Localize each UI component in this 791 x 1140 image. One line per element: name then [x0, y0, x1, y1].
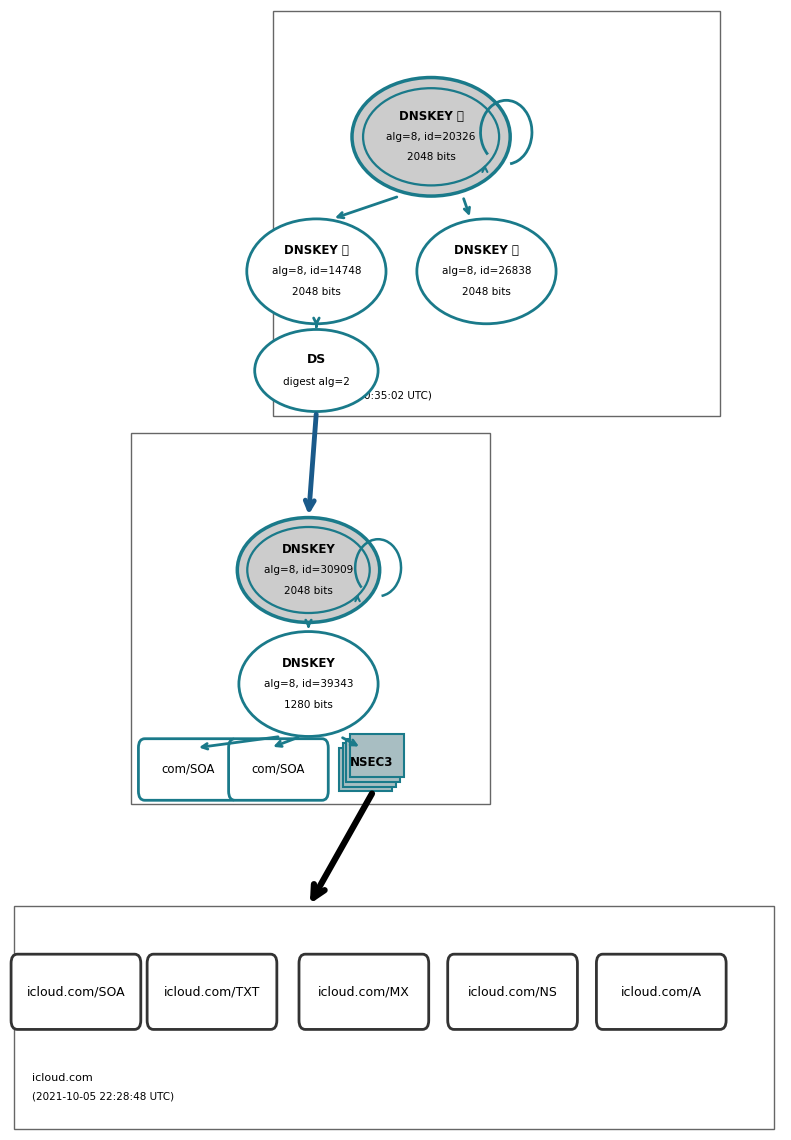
- FancyBboxPatch shape: [343, 743, 396, 787]
- Text: 1280 bits: 1280 bits: [284, 700, 333, 709]
- Text: 2048 bits: 2048 bits: [407, 153, 456, 162]
- FancyBboxPatch shape: [273, 11, 720, 416]
- FancyBboxPatch shape: [138, 739, 238, 800]
- FancyBboxPatch shape: [346, 739, 400, 782]
- Ellipse shape: [237, 518, 380, 622]
- Text: icloud.com/A: icloud.com/A: [621, 985, 702, 999]
- Ellipse shape: [352, 78, 510, 196]
- Text: alg=8, id=26838: alg=8, id=26838: [441, 267, 532, 276]
- Ellipse shape: [239, 632, 378, 736]
- Text: com: com: [148, 759, 172, 770]
- Text: alg=8, id=30909: alg=8, id=30909: [264, 565, 353, 575]
- Text: alg=8, id=14748: alg=8, id=14748: [271, 267, 361, 276]
- Text: .: .: [290, 372, 294, 382]
- Text: 2048 bits: 2048 bits: [462, 287, 511, 296]
- Text: (2021-10-05 20:35:02 UTC): (2021-10-05 20:35:02 UTC): [290, 390, 432, 400]
- FancyBboxPatch shape: [14, 906, 774, 1129]
- Text: icloud.com/TXT: icloud.com/TXT: [164, 985, 260, 999]
- FancyBboxPatch shape: [350, 734, 404, 777]
- Ellipse shape: [247, 219, 386, 324]
- Text: DNSKEY: DNSKEY: [282, 657, 335, 670]
- Ellipse shape: [255, 329, 378, 412]
- Text: icloud.com/SOA: icloud.com/SOA: [27, 985, 125, 999]
- Text: (2021-10-05 22:28:48 UTC): (2021-10-05 22:28:48 UTC): [32, 1091, 174, 1101]
- Text: icloud.com/MX: icloud.com/MX: [318, 985, 410, 999]
- FancyBboxPatch shape: [596, 954, 726, 1029]
- FancyBboxPatch shape: [229, 739, 328, 800]
- Text: DNSKEY 🚨: DNSKEY 🚨: [399, 109, 464, 123]
- FancyBboxPatch shape: [11, 954, 141, 1029]
- Text: (2021-10-05 20:35:16 UTC): (2021-10-05 20:35:16 UTC): [148, 777, 290, 788]
- FancyBboxPatch shape: [131, 433, 490, 804]
- Text: icloud.com/NS: icloud.com/NS: [467, 985, 558, 999]
- FancyBboxPatch shape: [339, 748, 392, 791]
- Text: icloud.com: icloud.com: [32, 1073, 93, 1083]
- Text: com/SOA: com/SOA: [161, 763, 215, 776]
- Text: DNSKEY 🚨: DNSKEY 🚨: [284, 244, 349, 258]
- Text: 2048 bits: 2048 bits: [284, 586, 333, 595]
- FancyBboxPatch shape: [147, 954, 277, 1029]
- Text: DS: DS: [307, 352, 326, 366]
- Text: com/SOA: com/SOA: [252, 763, 305, 776]
- Text: DNSKEY: DNSKEY: [282, 543, 335, 556]
- Text: alg=8, id=39343: alg=8, id=39343: [263, 679, 354, 689]
- Text: digest alg=2: digest alg=2: [283, 377, 350, 386]
- FancyBboxPatch shape: [448, 954, 577, 1029]
- Text: NSEC3: NSEC3: [350, 756, 393, 770]
- Text: 2048 bits: 2048 bits: [292, 287, 341, 296]
- FancyBboxPatch shape: [299, 954, 429, 1029]
- Text: DNSKEY 🚨: DNSKEY 🚨: [454, 244, 519, 258]
- Ellipse shape: [417, 219, 556, 324]
- Text: alg=8, id=20326: alg=8, id=20326: [387, 132, 475, 141]
